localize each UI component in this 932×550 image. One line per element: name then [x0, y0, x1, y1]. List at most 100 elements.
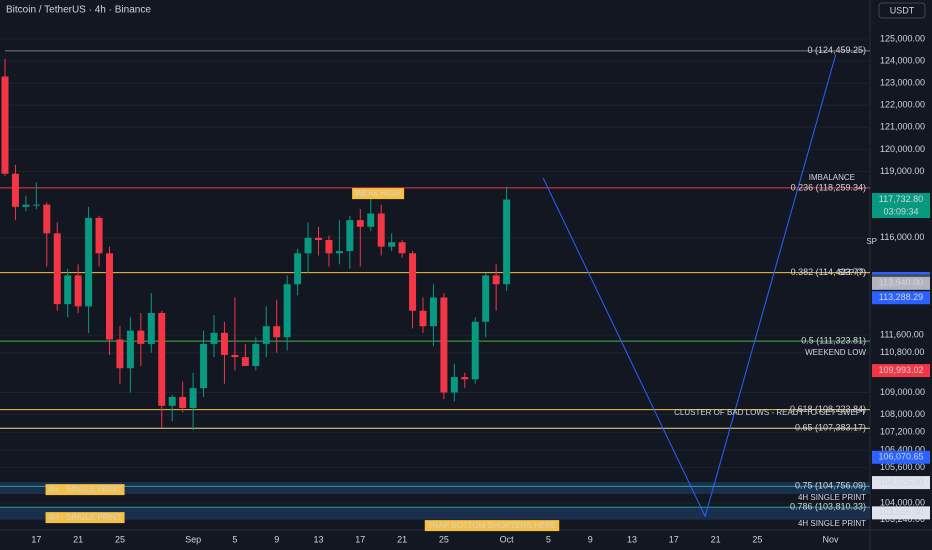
candle-body: [1, 76, 9, 174]
candle-body: [53, 233, 61, 305]
candle-body: [64, 275, 72, 305]
candle-body: [315, 237, 322, 241]
candle-body: [377, 213, 385, 247]
annotation-box: [424, 520, 560, 532]
y-tick-label: 109,000.00: [880, 387, 925, 397]
annotation: TRAP BOTTOM SHORTERS HERE: [428, 521, 556, 530]
candle-body: [43, 204, 51, 234]
price-label: 113,288.29: [879, 292, 923, 302]
candle-body: [346, 220, 354, 252]
x-tick-label: 17: [355, 534, 365, 544]
y-tick-label: 110,800.00: [880, 347, 924, 357]
candle-body: [231, 354, 239, 358]
annotation-box: [352, 188, 405, 200]
y-tick-label: 108,000.00: [880, 409, 925, 419]
candle-body: [11, 173, 19, 207]
candle-body: [106, 253, 113, 340]
price-label: 109,993.02: [878, 365, 923, 375]
candle-body: [367, 213, 375, 227]
price-label-box: [872, 476, 930, 490]
single-print-zone: [0, 508, 870, 520]
price-label-box: [872, 276, 930, 290]
y-tick-label: 125,000.00: [880, 33, 925, 43]
x-tick-label: 21: [73, 534, 83, 544]
candle-body: [461, 377, 469, 380]
candle-body: [147, 312, 155, 344]
x-tick-label: 9: [274, 534, 279, 544]
x-tick-label: 21: [397, 534, 407, 544]
candle-body: [503, 199, 511, 285]
candle-body: [294, 253, 302, 285]
y-tick-label: 120,000.00: [880, 144, 925, 154]
countdown: 03:09:34: [883, 206, 918, 216]
fib-label: 0.5 (111,323.81): [801, 336, 866, 346]
annotation-box: [45, 484, 125, 496]
annotation-box: [45, 512, 125, 524]
fib-label: 0.786 (103,810.33): [790, 502, 866, 512]
candle-body: [325, 240, 333, 254]
candle-body: [220, 332, 228, 355]
y-tick-label: 104,000.00: [880, 497, 925, 507]
candle-body: [419, 310, 427, 327]
candle-body: [95, 217, 103, 254]
x-tick-label: Oct: [500, 534, 515, 544]
x-tick-label: 17: [669, 534, 679, 544]
candle-body: [252, 343, 260, 367]
y-tick-label: 116,000.00: [880, 232, 924, 242]
candle-body: [482, 275, 490, 322]
symbol-title: Bitcoin / TetherUS · 4h · Binance: [6, 5, 151, 16]
candle-body: [32, 204, 40, 206]
candle-body: [304, 237, 312, 254]
candle-body: [158, 312, 166, 406]
candle-body: [262, 326, 270, 344]
price-label: 103,555.00: [878, 507, 923, 517]
price-label-box: [872, 291, 930, 305]
candle-body: [116, 339, 124, 369]
candle-body: [200, 343, 208, 389]
annotation: 4H SINGLE PRINT: [798, 519, 866, 528]
candle-body: [283, 284, 291, 338]
candle-body: [429, 297, 437, 327]
annotation: WEAK HIGH: [355, 189, 401, 198]
x-tick-label: 5: [546, 534, 551, 544]
annotation: WEEKEND LOW: [805, 348, 866, 357]
annotation: CLUSTER OF BAD LOWS - READY TO GET SWEPT: [674, 408, 866, 417]
price-label-box: [872, 193, 930, 207]
candle-body: [189, 388, 197, 408]
candle-body: [273, 326, 281, 338]
candle-body: [388, 242, 396, 247]
candle-body: [137, 330, 145, 344]
candle-body: [335, 251, 343, 254]
countdown-box: [872, 206, 930, 219]
candle-body: [126, 330, 134, 369]
y-tick-label: 107,200.00: [880, 427, 925, 437]
price-label: 113,940.00: [879, 278, 923, 288]
fib-label: 0.75 (104,756.09): [795, 481, 866, 491]
annotation: 4H - SINGLE PRINT: [49, 513, 122, 522]
candle-body: [74, 275, 82, 307]
annotation: 4H SINGLE PRINT: [798, 493, 866, 502]
y-tick-label: 119,000.00: [880, 166, 924, 176]
candle-body: [210, 332, 218, 344]
x-tick-label: Sep: [185, 534, 201, 544]
x-tick-label: 25: [439, 534, 449, 544]
x-tick-label: 25: [752, 534, 762, 544]
price-label: 104,925.00: [878, 477, 923, 487]
x-tick-label: Nov: [823, 534, 840, 544]
annotation: SFP (?): [839, 268, 867, 277]
fib-label: 0.382 (114,423.77): [791, 267, 866, 277]
annotation: SP: [866, 237, 877, 246]
y-tick-label: 121,000.00: [880, 122, 925, 132]
candle-body: [492, 275, 500, 285]
currency[interactable]: USDT: [890, 5, 915, 15]
candle-body: [85, 217, 93, 307]
candle-body: [471, 321, 479, 380]
x-tick-label: 9: [588, 534, 593, 544]
price-label: 106,070.65: [878, 452, 923, 462]
y-tick-label: 105,600.00: [880, 462, 925, 472]
currency-box[interactable]: [878, 2, 926, 19]
price-label-box: [872, 364, 930, 378]
fib-label: 0.65 (107,383.17): [795, 423, 866, 433]
